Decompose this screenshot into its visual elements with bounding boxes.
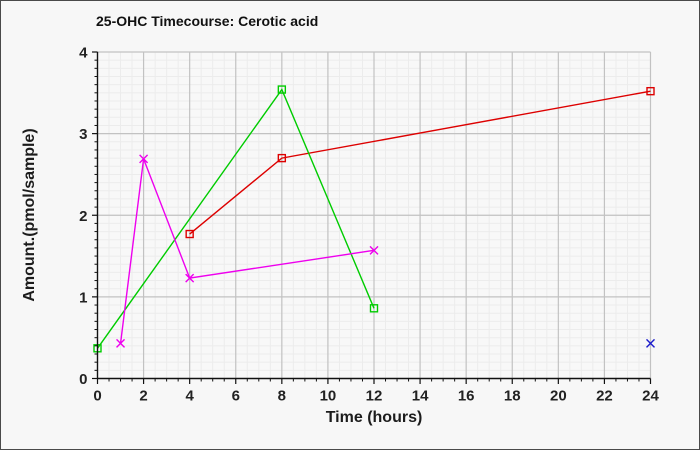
chart-title: 25-OHC Timecourse: Cerotic acid <box>96 13 318 29</box>
x-tick-label: 8 <box>278 388 286 405</box>
x-tick-label: 20 <box>550 388 567 405</box>
x-tick-label: 0 <box>93 388 101 405</box>
data-point-marker <box>185 273 195 283</box>
data-point-marker <box>185 229 194 239</box>
data-point-marker <box>139 154 149 164</box>
data-point-marker <box>369 245 379 255</box>
x-tick-label: 12 <box>366 388 383 405</box>
x-tick-label: 4 <box>185 388 194 405</box>
x-tick-label: 10 <box>320 388 337 405</box>
axis-ticks <box>92 51 652 384</box>
series-green-squares-line <box>96 88 375 349</box>
x-tick-label: 22 <box>596 388 613 405</box>
data-point-marker <box>646 86 655 96</box>
x-tick-label: 2 <box>139 388 147 405</box>
y-tick-label: 4 <box>79 45 88 62</box>
y-axis-label: Amount.(pmol/sample) <box>21 128 38 301</box>
data-point-marker <box>116 338 126 348</box>
x-tick-label: 18 <box>504 388 521 405</box>
y-tick-label: 2 <box>79 208 87 225</box>
data-point-marker <box>369 304 379 313</box>
series-layer <box>93 85 655 353</box>
x-tick-label: 24 <box>642 388 659 405</box>
grid-major-lines <box>97 51 652 379</box>
series-red-squares-line <box>189 90 651 235</box>
x-tick-label: 6 <box>232 388 240 405</box>
y-tick-label: 3 <box>79 126 87 143</box>
x-tick-label: 14 <box>412 388 429 405</box>
series-magenta-crosses-line <box>119 158 375 344</box>
data-point-marker <box>277 85 287 94</box>
data-point-marker <box>277 153 287 163</box>
data-point-marker <box>646 338 655 348</box>
x-tick-label: 16 <box>458 388 475 405</box>
y-tick-label: 1 <box>79 289 87 306</box>
x-axis-label: Time (hours) <box>326 409 423 426</box>
y-tick-label: 0 <box>79 371 87 388</box>
